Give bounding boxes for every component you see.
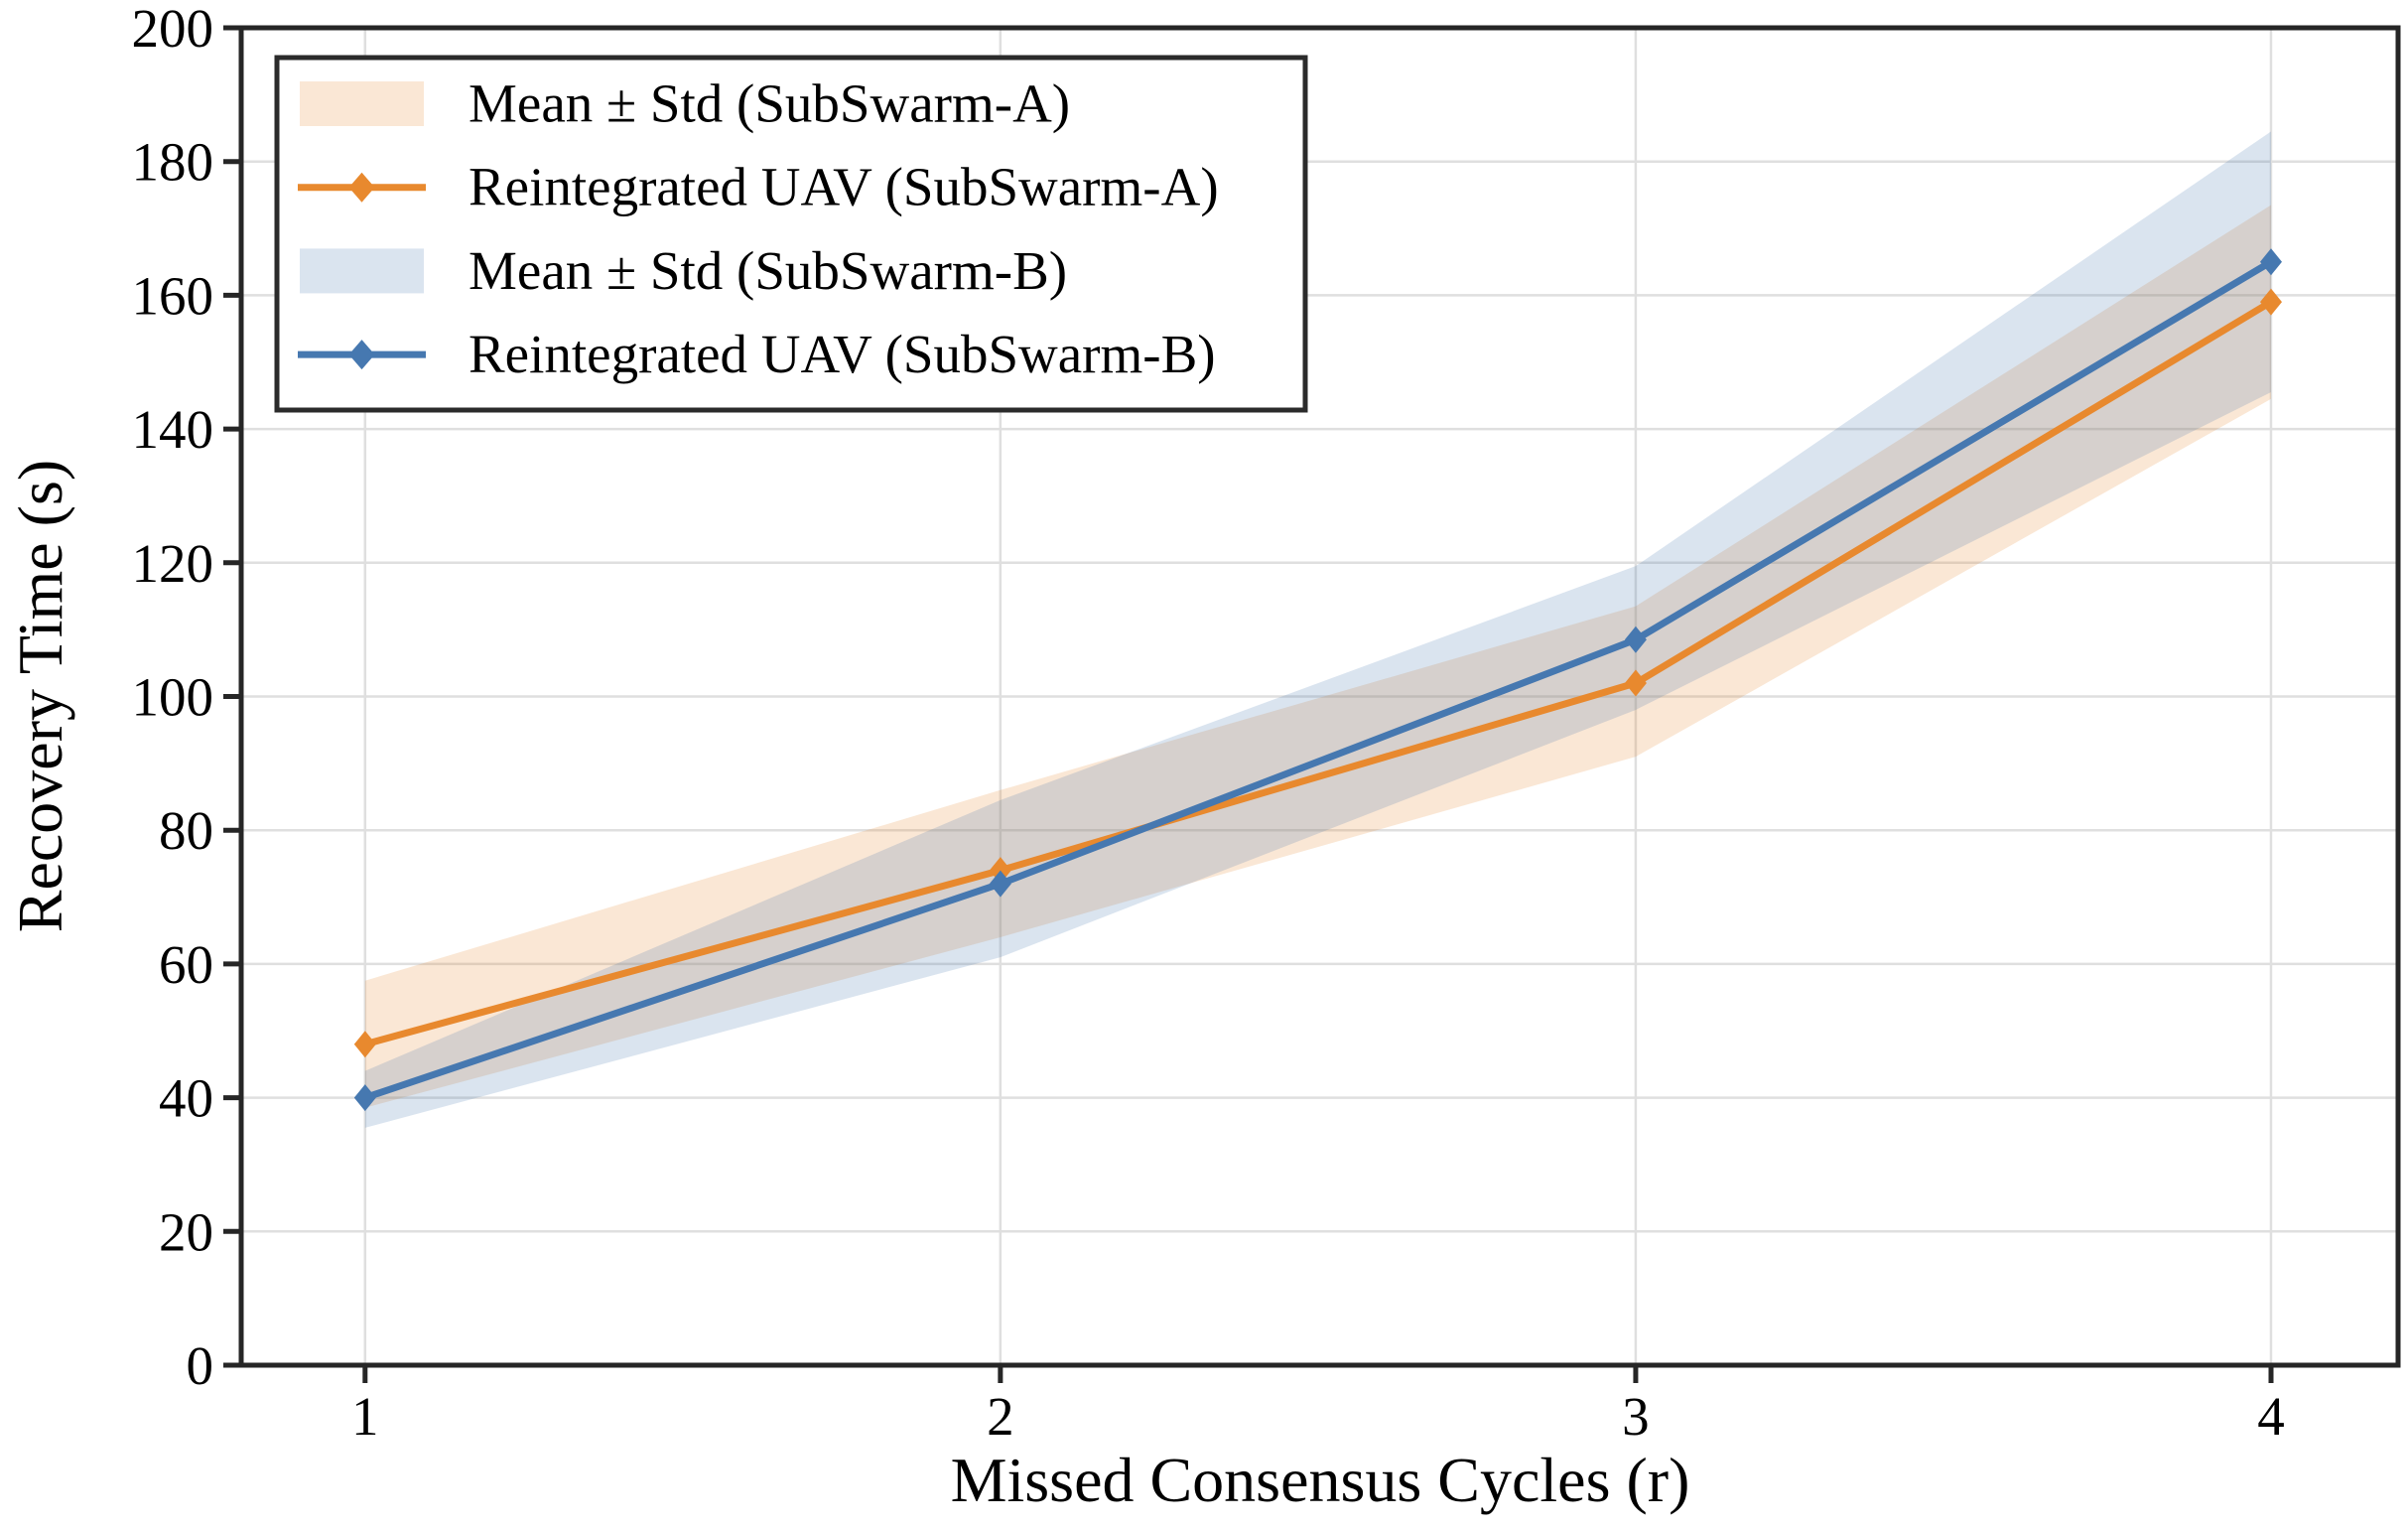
x-tick-label: 1 xyxy=(351,1386,379,1447)
y-tick-label: 40 xyxy=(159,1068,213,1129)
legend-marker-diamond xyxy=(348,172,375,203)
marker-diamond-series-1 xyxy=(2259,248,2282,276)
legend-label: Reintegrated UAV (SubSwarm-B) xyxy=(468,324,1216,384)
marker-diamond-series-0 xyxy=(1624,669,1647,697)
series-lines xyxy=(353,248,2282,1112)
x-tick-label: 3 xyxy=(1622,1386,1650,1447)
legend-band-swatch xyxy=(300,248,424,294)
x-tick-label: 2 xyxy=(987,1386,1014,1447)
legend: Mean ± Std (SubSwarm-A) Reintegrated UAV … xyxy=(274,55,1308,413)
y-axis-label: Recovery Time (s) xyxy=(5,460,75,932)
line-series-0 xyxy=(363,299,2273,1048)
y-tick-label: 200 xyxy=(132,0,214,59)
marker-diamond-series-1 xyxy=(1624,626,1647,653)
axis-ticks xyxy=(223,25,2274,1383)
legend-box xyxy=(274,55,1308,413)
std-bands xyxy=(364,131,2271,1128)
marker-diamond-series-0 xyxy=(2259,288,2282,316)
x-tick-label: 4 xyxy=(2257,1386,2285,1447)
marker-diamond-series-0 xyxy=(353,1031,376,1058)
y-tick-label: 100 xyxy=(132,667,214,728)
y-tick-label: 120 xyxy=(132,533,214,594)
x-axis-label: Missed Consensus Cycles (r) xyxy=(951,1445,1690,1515)
legend-label: Mean ± Std (SubSwarm-B) xyxy=(468,240,1067,301)
y-tick-label: 180 xyxy=(132,132,214,193)
marker-diamond-series-1 xyxy=(989,870,1011,898)
y-tick-label: 60 xyxy=(159,934,213,995)
legend-marker-diamond xyxy=(348,340,375,370)
y-tick-label: 140 xyxy=(132,399,214,460)
y-tick-label: 0 xyxy=(187,1335,214,1396)
y-tick-label: 20 xyxy=(159,1201,213,1262)
line-series-1 xyxy=(363,258,2273,1101)
legend-label: Mean ± Std (SubSwarm-A) xyxy=(468,73,1070,134)
band-series-0 xyxy=(364,205,2271,1108)
legend-label: Reintegrated UAV (SubSwarm-A) xyxy=(468,157,1219,217)
y-tick-label: 80 xyxy=(159,800,213,861)
marker-diamond-series-1 xyxy=(353,1084,376,1112)
legend-band-swatch xyxy=(300,81,424,126)
band-series-1 xyxy=(364,131,2271,1128)
y-tick-label: 160 xyxy=(132,265,214,326)
